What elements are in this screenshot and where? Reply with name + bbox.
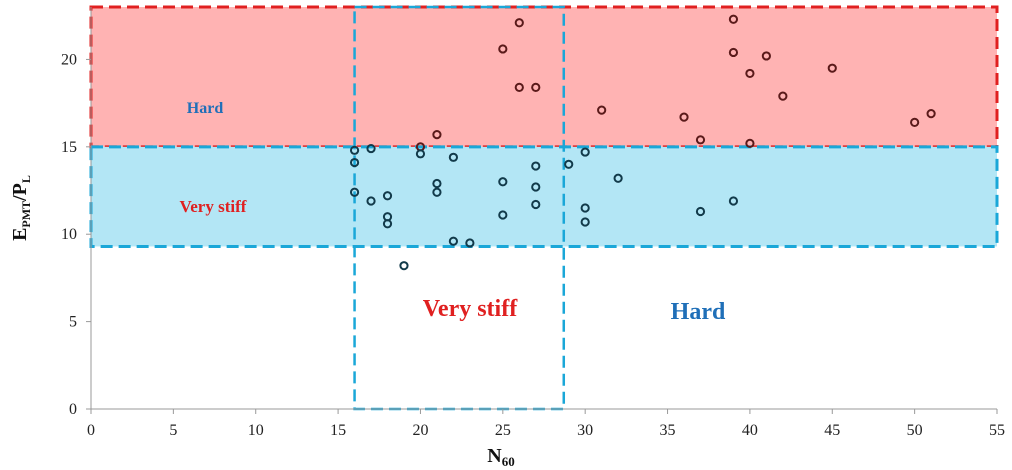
data-point-14 [745,138,755,148]
data-point-17 [349,145,360,155]
data-point-31 [349,187,360,197]
data-point-6 [745,68,755,79]
x-tick-label-4: 20 [412,422,428,439]
data-point-36 [498,210,508,220]
data-point-33 [382,191,393,201]
data-point-27 [498,177,508,187]
data-point-3 [531,82,541,93]
ticks-layer: 0 5 10 15 20 25 30 35 40 45 50 55 0 5 10 15 20 [61,51,1005,439]
data-point-4 [728,14,739,24]
y-tick-label-4: 20 [61,51,77,68]
zone-band-1 [89,145,999,248]
data-point-12 [679,112,689,122]
data-point-9 [778,91,788,101]
axes-layer [90,7,997,410]
data-point-10 [432,129,442,140]
x-tick-label-7: 35 [660,422,676,439]
data-point-42 [448,236,458,246]
x-tick-label-11: 55 [989,422,1005,439]
labels-layer: Hard Very stiff Very stiff Hard [180,100,726,325]
points-layer [349,14,936,271]
data-point-8 [827,63,837,73]
x-tick-label-6: 30 [577,422,593,439]
data-point-23 [531,161,541,171]
x-tick-label-8: 40 [742,422,758,439]
zone-label-n60-very-stiff: Very stiff [423,296,518,322]
x-tick-label-10: 50 [907,422,923,439]
data-point-25 [580,147,590,157]
data-point-18 [366,143,376,154]
zone-label-epmt-very-stiff: Very stiff [180,197,247,216]
data-point-32 [366,196,376,206]
x-axis-title: N60 [487,445,514,469]
y-tick-label-2: 10 [61,226,77,243]
data-point-21 [349,157,360,168]
x-tick-label-0: 0 [87,422,95,439]
data-point-2 [514,82,524,93]
y-tick-label-3: 15 [61,139,77,156]
data-point-38 [580,203,590,213]
zone-label-epmt-hard: Hard [187,100,224,117]
data-point-11 [597,105,607,115]
x-tick-label-5: 25 [495,422,511,439]
x-tick-label-2: 10 [248,422,264,439]
data-point-26 [613,173,623,183]
x-tick-label-3: 15 [330,422,346,439]
data-point-22 [448,152,458,162]
y-tick-label-1: 5 [69,314,77,331]
data-point-40 [695,206,706,217]
data-point-1 [514,18,524,28]
data-point-0 [498,44,508,54]
data-point-13 [695,135,706,145]
data-point-5 [728,47,739,58]
y-tick-label-0: 0 [69,401,77,418]
data-point-37 [531,199,541,210]
data-point-7 [761,51,771,61]
data-point-16 [926,109,936,119]
zone-band-0 [89,5,999,149]
data-point-20 [415,149,426,159]
x-tick-label-1: 5 [169,422,177,439]
y-axis-title: EPMT/PL [9,175,33,241]
data-point-15 [910,117,920,127]
axis-titles: N60 EPMT/PL [9,175,515,469]
data-point-44 [399,261,409,271]
data-point-28 [531,182,541,192]
zone-label-n60-hard: Hard [671,299,726,325]
x-tick-label-9: 45 [824,422,840,439]
data-point-30 [432,187,442,197]
data-point-41 [728,196,739,206]
data-point-39 [580,217,590,227]
data-point-43 [465,238,475,248]
data-point-29 [432,178,442,189]
zones-layer [89,5,999,411]
data-point-35 [382,219,393,229]
data-point-24 [564,159,574,169]
